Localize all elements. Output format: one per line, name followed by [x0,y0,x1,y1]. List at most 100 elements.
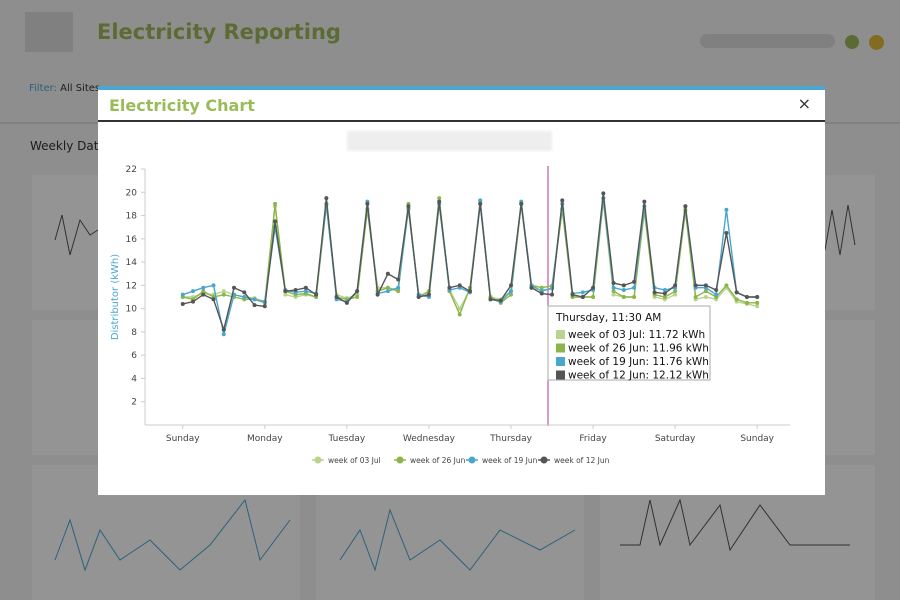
help-icon[interactable] [869,35,884,50]
point [201,292,206,297]
point [191,299,196,304]
point [375,292,380,297]
point [652,290,657,295]
point [252,303,257,308]
point [416,295,421,299]
point [221,327,226,332]
y-axis-label: Distributor (kWh) [110,254,121,340]
point [539,285,544,290]
point [744,295,749,299]
legend-label: week of 26 Jun [410,456,466,465]
tooltip-line: week of 12 Jun: 12.12 kWh [568,370,709,382]
point [344,300,349,305]
filter-label: Filter: [29,83,57,94]
y-tick-label: 16 [126,235,138,245]
tooltip-swatch [556,330,565,339]
point [457,312,462,317]
x-tick-label: Sunday [166,434,200,444]
point [683,204,688,209]
point [293,288,298,293]
x-tick-label: Sunday [740,434,774,444]
point [529,285,534,290]
point [355,289,360,294]
point [221,289,226,294]
point [591,295,596,299]
point [591,285,596,290]
point [498,298,503,303]
point [314,292,319,297]
tooltip-line: week of 26 Jun: 11.96 kWh [568,343,709,355]
point [385,271,390,276]
legend-marker [468,456,476,464]
point [601,191,606,196]
point [437,196,442,201]
point [211,283,216,288]
point [303,285,308,290]
x-tick-label: Monday [247,434,283,444]
point [385,285,390,290]
point [642,199,647,204]
point [703,289,708,294]
point [334,295,339,299]
point [632,285,637,290]
point [467,289,472,294]
x-tick-label: Friday [579,434,607,444]
thumb-line [824,204,856,256]
filter[interactable]: Filter: All Sites [29,83,100,94]
y-tick-label: 22 [126,165,137,175]
point [693,295,698,299]
chart-modal: Electricity Chart × 2 4 6 8 10 12 14 16 18 20 22 Su… [98,86,825,495]
point [283,292,288,297]
point [714,288,719,293]
legend-marker [540,456,548,464]
point [673,292,678,297]
point [406,204,411,209]
point [550,292,555,297]
thumb-line [54,498,291,572]
tooltip: Thursday, 11:30 AM week of 03 Jul: 11.72 … [547,305,711,382]
point [221,332,226,337]
y-tick-label: 2 [131,398,137,408]
point [662,295,667,299]
search[interactable] [700,34,835,48]
point [488,297,493,302]
point [755,304,760,309]
point [724,231,729,235]
point [621,288,626,293]
y-tick-label: 12 [126,281,137,291]
legend-marker [314,456,322,464]
point [283,289,288,294]
x-tick-label: Saturday [655,434,696,444]
point [580,290,585,295]
point [232,285,237,290]
point [673,289,678,294]
point [621,295,626,299]
legend-label: week of 03 Jul [328,456,381,465]
thumb-line [54,214,99,256]
tooltip-title: Thursday, 11:30 AM [555,312,661,324]
point [324,196,329,201]
point [457,306,462,311]
legend-label: week of 19 Jun [482,456,538,465]
tooltip-line: week of 03 Jul: 11.72 kWh [568,329,705,341]
point [673,283,678,288]
tooltip-swatch [556,343,565,353]
point [693,283,698,288]
point [662,291,667,296]
point [273,219,278,224]
point [242,290,247,295]
settings-icon[interactable] [845,35,859,49]
point [508,283,513,288]
point [355,295,360,299]
x-tick-label: Tuesday [328,434,366,444]
filter-value: All Sites [60,83,101,94]
close-button[interactable]: × [797,94,811,113]
y-tick-label: 6 [131,351,137,361]
point [180,301,185,306]
tooltip-swatch [556,370,565,380]
point [580,295,585,299]
thumb-line [339,508,576,572]
point [457,283,462,288]
point [539,291,544,296]
x-tick-label: Thursday [489,434,533,444]
